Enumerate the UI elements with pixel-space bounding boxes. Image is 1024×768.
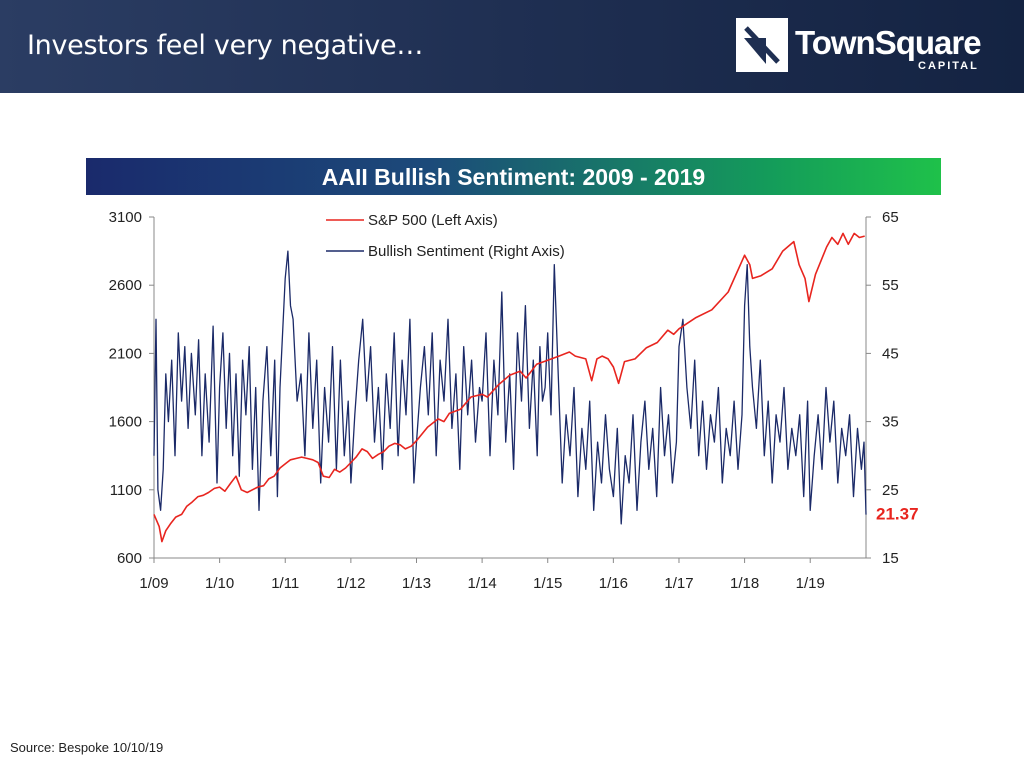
last-value-label: 21.37	[876, 505, 919, 524]
right-tick-label: 65	[882, 209, 899, 226]
x-tick-label: 1/16	[599, 575, 628, 592]
page-title: Investors feel very negative…	[27, 30, 424, 61]
right-tick-label: 15	[882, 550, 899, 567]
x-tick-label: 1/14	[468, 575, 497, 592]
right-tick-label: 35	[882, 414, 899, 431]
x-tick-label: 1/17	[664, 575, 693, 592]
x-tick-label: 1/15	[533, 575, 562, 592]
chart-title: AAII Bullish Sentiment: 2009 - 2019	[321, 164, 706, 190]
right-tick-label: 25	[882, 482, 899, 499]
sentiment-chart: 3100 2600 2100 1600 1100 600 65 55 45 35 25 15 1/09 1…	[109, 209, 919, 592]
x-tick-label: 1/11	[271, 575, 299, 592]
logo-subtitle: CAPITAL	[918, 60, 979, 72]
source-note: Source: Bespoke 10/10/19	[10, 740, 164, 755]
left-tick-label: 1100	[110, 482, 142, 499]
chart-legend: S&P 500 (Left Axis) Bullish Sentiment (Ri…	[326, 212, 565, 260]
right-tick-label: 45	[882, 345, 899, 362]
left-tick-label: 2100	[109, 345, 142, 362]
left-tick-label: 600	[117, 550, 142, 567]
x-tick-label: 1/19	[796, 575, 825, 592]
sp500-line	[153, 232, 865, 543]
x-tick-label: 1/10	[205, 575, 234, 592]
chart-axes: 3100 2600 2100 1600 1100 600 65 55 45 35 25 15 1/09 1…	[109, 209, 919, 592]
logo-wordmark: TownSquare	[795, 24, 982, 61]
legend-label: Bullish Sentiment (Right Axis)	[368, 243, 565, 260]
chart-title-banner: AAII Bullish Sentiment: 2009 - 2019	[86, 158, 941, 195]
x-tick-label: 1/18	[730, 575, 759, 592]
chart-series	[153, 232, 867, 543]
header-bar: Investors feel very negative… TownSquare…	[0, 0, 1024, 93]
left-tick-label: 2600	[109, 277, 142, 294]
x-tick-label: 1/12	[336, 575, 365, 592]
legend-label: S&P 500 (Left Axis)	[368, 212, 498, 229]
right-tick-label: 55	[882, 277, 899, 294]
townsquare-logo-icon	[736, 18, 788, 72]
left-tick-label: 3100	[109, 209, 142, 226]
x-tick-label: 1/09	[139, 575, 168, 592]
left-tick-label: 1600	[109, 414, 142, 431]
bullish-sentiment-line	[153, 250, 867, 525]
x-tick-label: 1/13	[402, 575, 431, 592]
